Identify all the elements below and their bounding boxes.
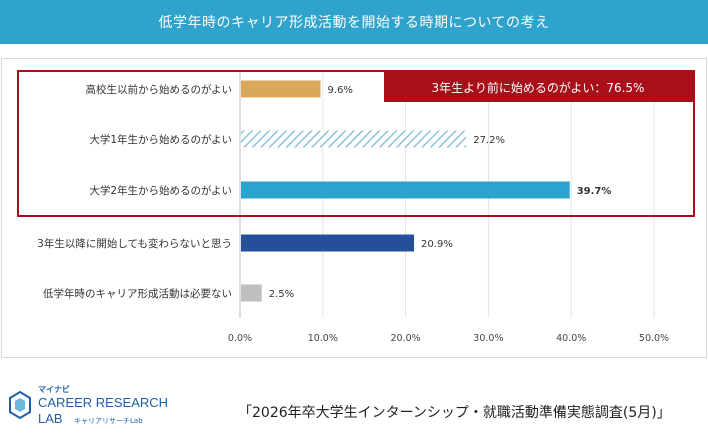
- bar: [241, 130, 467, 148]
- category-label: 3年生以降に開始しても変わらないと思う: [37, 237, 232, 250]
- x-tick-label: 50.0%: [639, 333, 669, 344]
- bar: [241, 80, 321, 98]
- value-label: 27.2%: [473, 135, 505, 146]
- chart-title: 低学年時のキャリア形成活動を開始する時期についての考え: [158, 15, 550, 31]
- brand-line1-text: CAREER RESEARCH: [38, 395, 168, 410]
- bar: [241, 284, 262, 302]
- category-label: 大学2年生から始めるのがよい: [89, 184, 232, 197]
- category-label: 高校生以前から始めるのがよい: [86, 83, 232, 96]
- brand-line2-text: LAB: [38, 411, 63, 426]
- category-label: 大学1年生から始めるのがよい: [89, 133, 232, 146]
- brand-small-text: マイナビ: [38, 384, 70, 394]
- chart-frame: [1, 58, 707, 358]
- x-tick-label: 40.0%: [556, 333, 586, 344]
- brand-sub-text: キャリアリサーチLab: [74, 417, 143, 425]
- bar: [241, 181, 570, 199]
- value-label: 9.6%: [327, 85, 352, 96]
- annotation-box: [17, 70, 695, 217]
- category-label: 低学年時のキャリア形成活動は必要ない: [43, 287, 232, 300]
- annotation-label: 3年生より前に始めるのがよい：76.5%: [432, 80, 645, 95]
- value-label: 39.7%: [577, 186, 612, 197]
- x-tick-label: 0.0%: [228, 333, 252, 344]
- annotation-label-bg: [384, 72, 693, 102]
- logo-mark-icon: [9, 390, 31, 420]
- value-label: 20.9%: [421, 239, 453, 250]
- value-label: 2.5%: [269, 289, 294, 300]
- x-tick-label: 10.0%: [308, 333, 338, 344]
- x-tick-label: 20.0%: [391, 333, 421, 344]
- x-tick-label: 30.0%: [473, 333, 503, 344]
- bar: [241, 234, 415, 252]
- survey-title: 「2026年卒大学生インターンシップ・就職活動準備実態調査(5月)」: [238, 405, 671, 421]
- bar-chart: 高校生以前から始めるのがよい 9.6% 大学1年生から始めるのがよい 27.2% 大学2…: [17, 70, 695, 344]
- title-banner: 低学年時のキャリア形成活動を開始する時期についての考え: [0, 0, 708, 44]
- career-research-lab-logo: マイナビ CAREER RESEARCH LAB キャリアリサーチLab: [6, 382, 176, 428]
